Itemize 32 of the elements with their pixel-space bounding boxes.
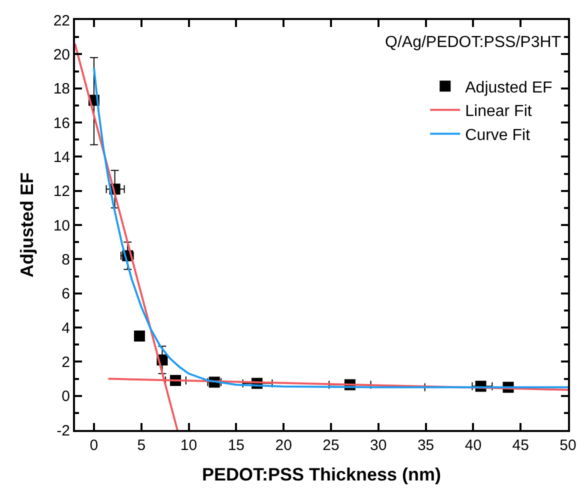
x-tick-label: 40 [464, 437, 482, 454]
annotation: Q/Ag/PEDOT:PSS/P3HT [385, 34, 562, 51]
x-tick-label: 45 [512, 437, 529, 454]
x-tick-label: 0 [90, 437, 98, 454]
y-tick-label: 4 [62, 320, 70, 337]
y-tick-label: 0 [62, 388, 70, 406]
y-tick-label: 22 [53, 12, 70, 30]
legend-label: Curve Fit [465, 126, 531, 144]
y-tick-label: 8 [62, 251, 70, 268]
x-tick-label: 5 [137, 437, 146, 454]
y-tick-label: 12 [53, 183, 70, 200]
legend-label: Linear Fit [465, 103, 532, 120]
y-tick-label: 10 [53, 217, 70, 234]
x-tick-label: 20 [275, 437, 292, 454]
y-tick-label: 20 [53, 46, 70, 64]
line-series [92, 66, 568, 388]
legend-label: Adjusted EF [465, 79, 553, 96]
y-tick-label: -2 [56, 422, 70, 440]
x-tick-label: 15 [228, 437, 245, 454]
y-tick-label: 16 [53, 114, 70, 132]
x-tick-label: 30 [370, 437, 387, 454]
x-tick-label: 35 [417, 437, 434, 454]
y-tick-label: 14 [53, 148, 70, 166]
point [134, 330, 145, 342]
x-axis-title: PEDOT:PSS Thickness (nm) [202, 464, 442, 485]
y-tick-label: 6 [62, 286, 70, 303]
y-tick-label: 2 [62, 354, 70, 371]
y-axis-title: Adjusted EF [17, 172, 38, 278]
x-tick-label: 10 [180, 437, 198, 454]
x-tick-label: 25 [322, 437, 340, 454]
y-tick-label: 18 [53, 80, 70, 98]
x-tick-label: 50 [560, 437, 576, 454]
